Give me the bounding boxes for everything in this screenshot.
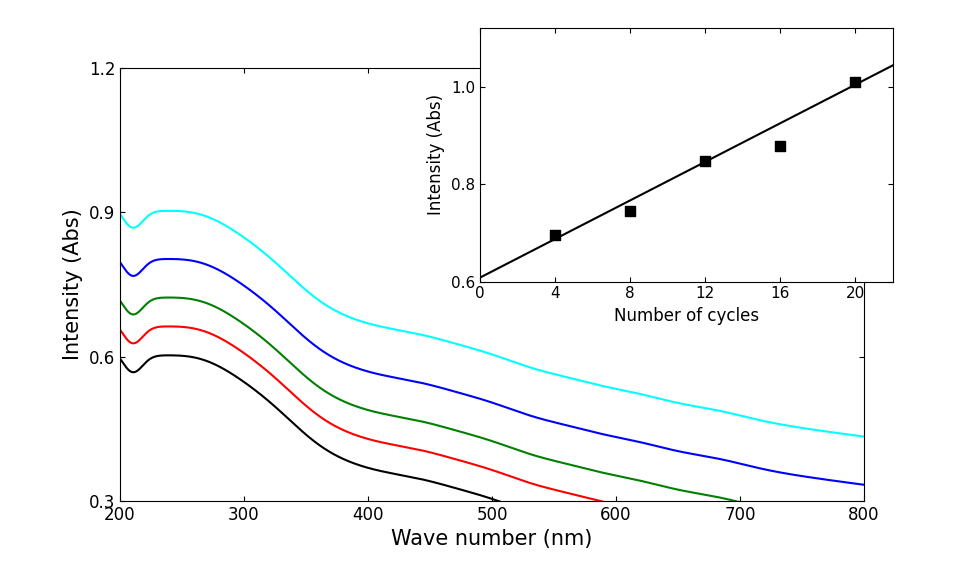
X-axis label: Number of cycles: Number of cycles bbox=[613, 307, 759, 325]
Y-axis label: Intensity (Abs): Intensity (Abs) bbox=[427, 94, 445, 216]
Y-axis label: Intensity (Abs): Intensity (Abs) bbox=[63, 208, 84, 360]
Point bbox=[698, 156, 713, 165]
Point bbox=[622, 207, 637, 216]
X-axis label: Wave number (nm): Wave number (nm) bbox=[392, 529, 592, 549]
Point bbox=[547, 231, 563, 240]
Point bbox=[848, 77, 863, 86]
Point bbox=[773, 141, 788, 150]
